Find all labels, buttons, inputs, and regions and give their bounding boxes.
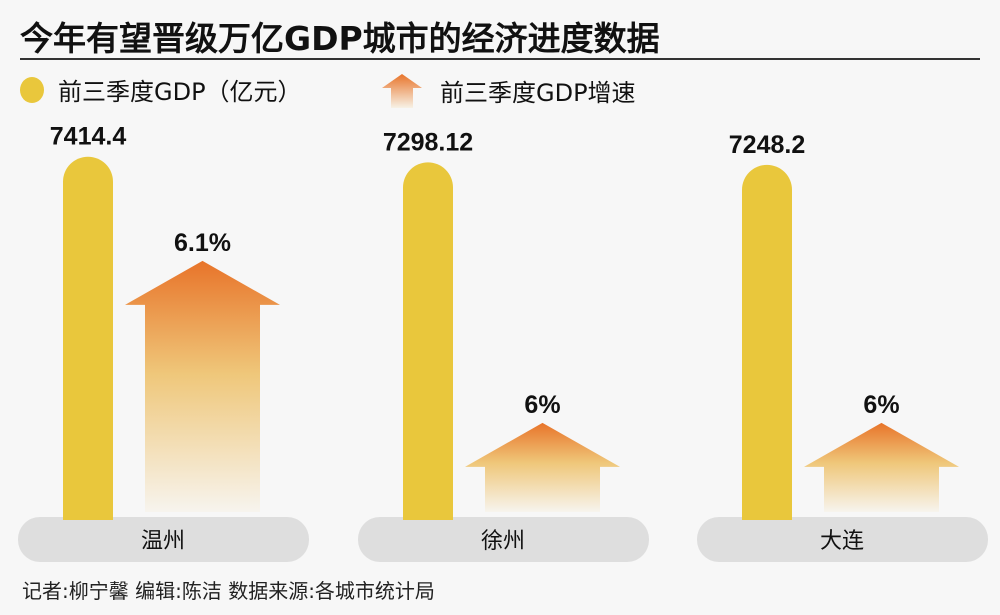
gdp-value-label: 7298.12 xyxy=(383,128,473,156)
legend-label-growth: 前三季度GDP增速 xyxy=(440,78,636,107)
category-label: 徐州 xyxy=(481,529,525,554)
legend-label-gdp: 前三季度GDP（亿元） xyxy=(58,78,302,106)
category-pill xyxy=(358,517,649,562)
chart-title: 今年有望晋级万亿GDP城市的经济进度数据 xyxy=(20,19,660,58)
category-pill xyxy=(697,517,988,562)
category-label: 温州 xyxy=(141,529,185,554)
category-pill xyxy=(18,517,309,562)
gdp-bar xyxy=(63,156,113,520)
growth-value-label: 6% xyxy=(524,391,560,419)
growth-arrow xyxy=(465,422,620,512)
growth-value-label: 6.1% xyxy=(174,229,231,257)
category-label: 大连 xyxy=(820,529,864,554)
growth-value-label: 6% xyxy=(863,391,899,419)
footer-credits: 记者:柳宁馨 编辑:陈洁 数据来源:各城市统计局 xyxy=(22,579,435,603)
legend-item-growth: 前三季度GDP增速 xyxy=(382,72,636,108)
gdp-value-label: 7248.2 xyxy=(729,131,805,159)
growth-arrow xyxy=(804,422,959,512)
title-underline xyxy=(20,58,980,60)
legend-dot-icon xyxy=(20,76,44,103)
gdp-value-label: 7414.4 xyxy=(50,123,127,151)
gdp-bar xyxy=(742,164,792,520)
legend-item-gdp: 前三季度GDP（亿元） xyxy=(20,72,302,107)
growth-arrow xyxy=(125,260,280,512)
gdp-bar xyxy=(402,162,453,520)
legend-arrow-icon xyxy=(382,74,422,108)
